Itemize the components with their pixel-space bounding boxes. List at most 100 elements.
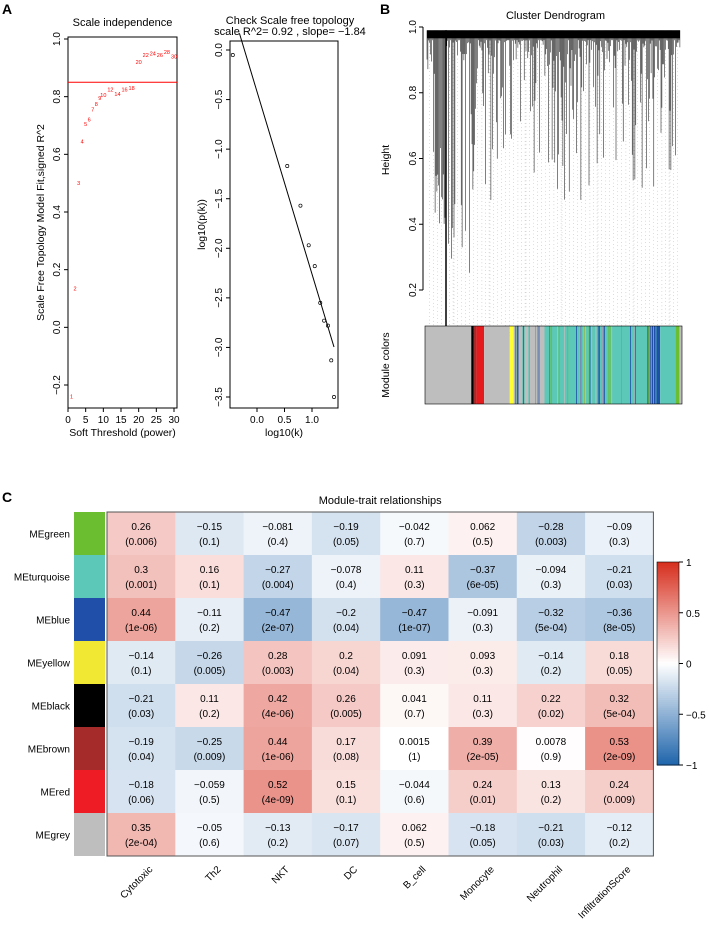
colorbar-step <box>657 673 679 677</box>
heatmap-cell <box>516 641 586 685</box>
row-label: MEblack <box>32 702 71 713</box>
cell-pvalue: (0.03) <box>538 838 564 849</box>
cell-pvalue: (0.003) <box>262 666 294 677</box>
y-tick-label: 0.0 <box>52 320 63 334</box>
y-tick-label: 0.4 <box>52 205 63 219</box>
colorbar-step <box>657 706 679 709</box>
cell-correlation: −0.059 <box>194 780 225 791</box>
colorbar-step <box>657 614 679 618</box>
row-label: MEblue <box>36 616 70 627</box>
heatmap-cell <box>380 512 449 556</box>
plot-frame <box>229 40 339 409</box>
heatmap-cell <box>380 641 449 685</box>
x-tick-label: 1.0 <box>305 415 319 426</box>
cell-correlation: −0.36 <box>607 608 633 619</box>
heatmap-cell <box>585 512 654 556</box>
colorbar-step <box>657 738 679 742</box>
cell-pvalue: (0.2) <box>267 838 288 849</box>
cell-correlation: 0.17 <box>336 737 356 748</box>
cell-pvalue: (0.004) <box>262 580 294 591</box>
heatmap-cell <box>175 684 245 728</box>
colorbar-step <box>657 732 679 736</box>
colorbar-step <box>657 677 679 681</box>
fit-line <box>238 33 335 348</box>
plot-subtitle: scale R^2= 0.92 , slope= −1.84 <box>214 26 366 38</box>
cell-correlation: 0.16 <box>200 565 220 576</box>
cell-pvalue: (8e-05) <box>603 623 635 634</box>
cell-correlation: −0.05 <box>197 823 223 834</box>
colorbar-step <box>657 592 679 596</box>
colorbar-step <box>657 714 679 717</box>
colorbar-step <box>657 695 679 699</box>
colorbar-step <box>657 708 679 711</box>
color-bar-label: Module colors <box>380 332 392 397</box>
colorbar-step <box>657 624 679 628</box>
colorbar-step <box>657 687 679 691</box>
cell-correlation: −0.18 <box>128 780 154 791</box>
heatmap-cell <box>448 512 518 556</box>
heatmap-cell <box>516 727 586 771</box>
cell-correlation: 0.53 <box>610 737 630 748</box>
cell-pvalue: (0.3) <box>472 623 493 634</box>
cell-pvalue: (0.6) <box>199 838 220 849</box>
cell-pvalue: (1) <box>408 752 420 763</box>
module-color-swatch <box>74 512 105 555</box>
cell-correlation: 0.44 <box>131 608 151 619</box>
colorbar-step <box>657 622 679 626</box>
heatmap-cell <box>243 727 313 771</box>
module-color-segment <box>611 326 613 404</box>
cell-correlation: 0.062 <box>402 823 427 834</box>
data-point <box>298 203 303 208</box>
colorbar-step <box>657 700 679 703</box>
cell-correlation: −0.21 <box>607 565 633 576</box>
y-tick-label: −2.0 <box>214 238 225 258</box>
module-color-segment <box>679 326 682 404</box>
module-color-segment <box>557 326 558 404</box>
column-label: B_cell <box>401 864 428 891</box>
colorbar-step <box>657 602 679 606</box>
colorbar-step <box>657 750 679 754</box>
colorbar-step <box>657 564 679 567</box>
colorbar-step <box>657 740 679 744</box>
colorbar-step <box>657 641 679 644</box>
x-tick-label: 30 <box>168 415 180 426</box>
heatmap-cell <box>243 684 313 728</box>
data-point: 10 <box>100 93 106 99</box>
cell-correlation: 0.32 <box>610 694 630 705</box>
module-color-segment <box>621 326 622 404</box>
module-color-segment <box>648 326 650 404</box>
heatmap-cell <box>585 555 654 599</box>
colorbar-step <box>657 566 679 569</box>
cell-pvalue: (0.2) <box>541 795 562 806</box>
data-point: 28 <box>164 50 170 56</box>
cell-pvalue: (0.4) <box>336 580 357 591</box>
colorbar-step <box>657 659 679 663</box>
cell-correlation: −0.27 <box>265 565 291 576</box>
cell-correlation: −0.21 <box>128 694 154 705</box>
cell-pvalue: (0.3) <box>472 666 493 677</box>
cell-pvalue: (0.009) <box>194 752 226 763</box>
module-color-segment <box>473 326 477 404</box>
heatmap-cell <box>243 512 313 556</box>
data-point: 3 <box>77 181 80 187</box>
cell-pvalue: (0.06) <box>128 795 154 806</box>
colorbar-step <box>657 562 679 565</box>
cell-pvalue: (0.04) <box>333 623 359 634</box>
heatmap-cell <box>380 555 449 599</box>
colorbar-step <box>657 702 679 705</box>
heatmap-frame <box>106 511 654 857</box>
colorbar-step <box>657 643 679 646</box>
data-point <box>326 323 330 328</box>
module-color-segment <box>476 326 485 404</box>
colorbar-step <box>657 620 679 624</box>
heatmap-cell <box>516 684 586 728</box>
colorbar-step <box>657 633 679 636</box>
module-color-segment <box>604 326 605 404</box>
colorbar-tick-label: −0.5 <box>686 710 706 721</box>
heatmap-cell <box>175 770 245 814</box>
data-point <box>329 358 334 363</box>
cell-pvalue: (0.04) <box>333 666 359 677</box>
cell-pvalue: (1e-06) <box>262 752 294 763</box>
colorbar-step <box>657 596 679 600</box>
heatmap-cell <box>243 598 313 642</box>
